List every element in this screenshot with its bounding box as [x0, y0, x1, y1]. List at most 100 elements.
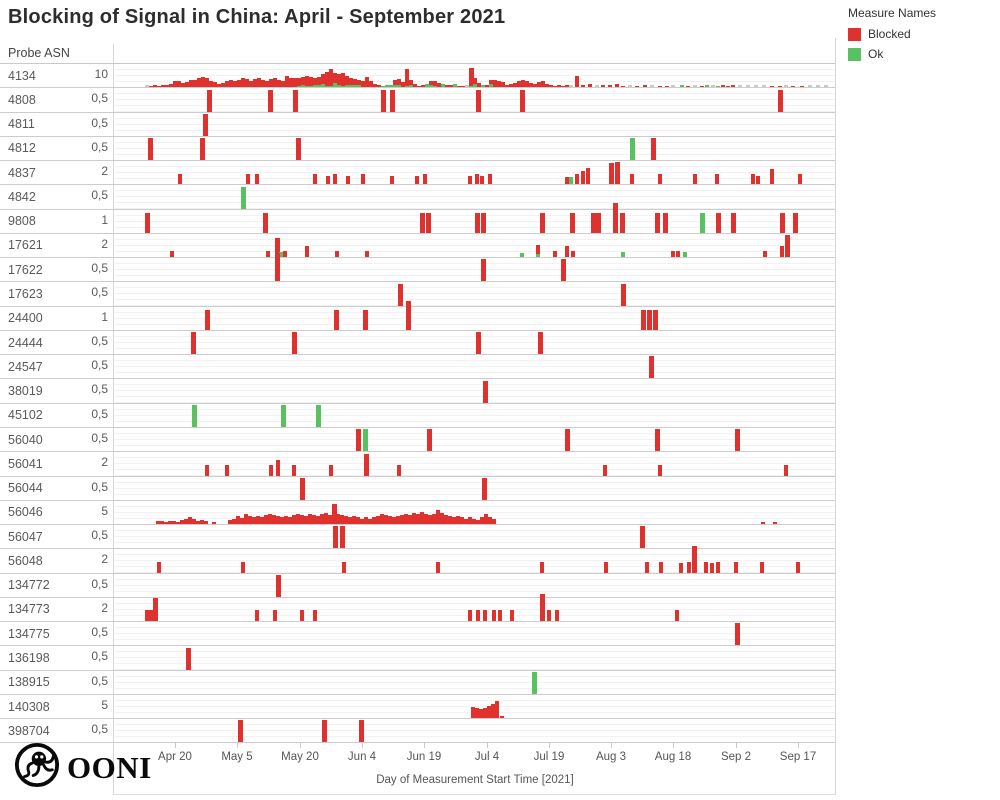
bar[interactable]	[437, 83, 441, 88]
bar[interactable]	[756, 175, 760, 185]
bar[interactable]	[553, 250, 557, 258]
bar[interactable]	[547, 610, 551, 622]
bar[interactable]	[344, 516, 348, 525]
bar[interactable]	[238, 720, 243, 743]
bar[interactable]	[390, 175, 394, 185]
bar[interactable]	[164, 521, 168, 525]
bar[interactable]	[565, 176, 569, 185]
bar[interactable]	[540, 561, 544, 573]
bar[interactable]	[341, 72, 345, 88]
bar[interactable]	[785, 235, 790, 258]
bar[interactable]	[300, 610, 304, 622]
bar[interactable]	[731, 213, 736, 233]
bar[interactable]	[228, 519, 232, 525]
bar[interactable]	[621, 283, 626, 306]
bar[interactable]	[309, 76, 313, 88]
bar[interactable]	[620, 213, 625, 233]
bar[interactable]	[173, 80, 177, 88]
bar[interactable]	[497, 81, 501, 88]
bar[interactable]	[316, 516, 320, 525]
bar[interactable]	[197, 78, 201, 88]
bar[interactable]	[412, 513, 416, 525]
bar[interactable]	[796, 561, 800, 573]
bar[interactable]	[348, 517, 352, 525]
bar[interactable]	[778, 89, 783, 112]
bar[interactable]	[276, 460, 280, 476]
bar[interactable]	[553, 85, 557, 88]
bar[interactable]	[604, 561, 608, 573]
bar[interactable]	[665, 85, 669, 88]
zero-mark[interactable]	[465, 85, 469, 88]
bar[interactable]	[488, 174, 492, 185]
bar[interactable]	[475, 174, 479, 185]
bar[interactable]	[380, 514, 384, 525]
bar[interactable]	[300, 477, 305, 500]
bar[interactable]	[180, 520, 184, 525]
bar[interactable]	[541, 81, 545, 88]
bar[interactable]	[398, 283, 403, 306]
bar[interactable]	[483, 380, 488, 403]
bar[interactable]	[240, 517, 244, 525]
bar[interactable]	[456, 516, 460, 525]
bar[interactable]	[205, 310, 210, 330]
bar[interactable]	[457, 85, 461, 88]
bar[interactable]	[191, 332, 196, 355]
bar[interactable]	[545, 84, 549, 88]
bar[interactable]	[436, 561, 440, 573]
bar[interactable]	[353, 78, 357, 88]
bar[interactable]	[671, 250, 675, 258]
bar[interactable]	[264, 515, 268, 525]
bar[interactable]	[340, 515, 344, 525]
bar[interactable]	[484, 514, 488, 525]
bar[interactable]	[481, 259, 486, 282]
bar[interactable]	[513, 82, 517, 88]
bar[interactable]	[229, 80, 233, 88]
bar[interactable]	[363, 310, 368, 330]
bar[interactable]	[640, 526, 645, 549]
bar[interactable]	[193, 79, 197, 88]
bar[interactable]	[596, 213, 601, 233]
bar[interactable]	[773, 521, 777, 525]
bar[interactable]	[189, 80, 193, 88]
bar[interactable]	[277, 79, 281, 88]
bar[interactable]	[289, 77, 293, 88]
bar[interactable]	[275, 252, 280, 282]
bar[interactable]	[405, 69, 409, 88]
bar[interactable]	[655, 429, 660, 452]
bar[interactable]	[540, 213, 545, 233]
zero-mark[interactable]	[711, 85, 715, 88]
bar[interactable]	[445, 85, 449, 88]
bar[interactable]	[735, 429, 740, 452]
bar[interactable]	[333, 526, 338, 549]
bar[interactable]	[145, 610, 149, 622]
bar[interactable]	[726, 85, 730, 88]
bar[interactable]	[704, 561, 708, 573]
bar[interactable]	[586, 167, 590, 185]
bar[interactable]	[332, 504, 337, 525]
bar[interactable]	[333, 174, 337, 185]
bar[interactable]	[700, 86, 704, 88]
bar[interactable]	[177, 81, 181, 88]
bar[interactable]	[588, 84, 592, 88]
bar[interactable]	[233, 80, 237, 88]
bar[interactable]	[170, 250, 174, 258]
bar[interactable]	[389, 84, 393, 88]
bar[interactable]	[356, 517, 360, 525]
bar[interactable]	[482, 477, 487, 500]
bar[interactable]	[716, 85, 720, 88]
bar[interactable]	[658, 85, 662, 88]
bar[interactable]	[408, 515, 412, 525]
bar[interactable]	[156, 520, 160, 525]
bar[interactable]	[509, 84, 513, 88]
bar[interactable]	[301, 76, 305, 88]
bar[interactable]	[692, 546, 697, 573]
bar[interactable]	[404, 514, 408, 525]
bar[interactable]	[675, 610, 679, 622]
bar[interactable]	[365, 250, 369, 258]
bar[interactable]	[397, 78, 401, 88]
bar[interactable]	[427, 429, 432, 452]
bar[interactable]	[549, 85, 553, 88]
bar[interactable]	[178, 174, 182, 185]
zero-mark[interactable]	[824, 85, 828, 88]
bar[interactable]	[249, 80, 253, 88]
